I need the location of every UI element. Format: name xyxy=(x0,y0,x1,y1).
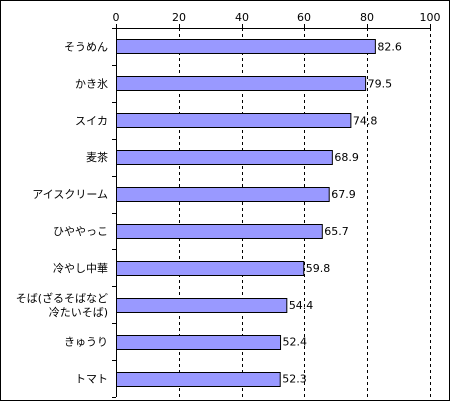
bar xyxy=(116,261,305,276)
data-label: 79.5 xyxy=(368,77,393,90)
data-label: 52.4 xyxy=(283,336,308,349)
x-tick-label: 0 xyxy=(113,11,120,24)
category-label: 冷たいそば) xyxy=(49,306,108,319)
bar xyxy=(116,187,330,202)
bar xyxy=(116,298,288,313)
x-tick-label: 60 xyxy=(297,11,311,24)
x-tick-label: 20 xyxy=(172,11,186,24)
x-tick-label: 80 xyxy=(360,11,374,24)
bar xyxy=(116,224,323,239)
data-label: 68.9 xyxy=(334,151,359,164)
labels: 0 20 40 60 80 100 82.6 そうめん 79.5 かき氷 74.8 スイカ 68.9 麦茶… xyxy=(16,11,441,386)
data-label: 59.8 xyxy=(306,262,331,275)
bar xyxy=(116,372,281,387)
bar xyxy=(116,39,376,54)
bar xyxy=(116,150,333,165)
category-label: きゅうり xyxy=(64,336,108,349)
category-label: アイスクリーム xyxy=(32,188,108,201)
category-label: かき氷 xyxy=(75,77,108,90)
data-label: 52.3 xyxy=(282,373,307,386)
bars xyxy=(116,39,376,387)
category-label: 冷やし中華 xyxy=(53,262,108,275)
x-tick-label: 40 xyxy=(235,11,249,24)
data-label: 65.7 xyxy=(324,225,349,238)
category-label: 麦茶 xyxy=(86,151,108,164)
bar xyxy=(116,76,367,91)
data-label: 67.9 xyxy=(331,188,356,201)
bar xyxy=(116,113,352,128)
bar xyxy=(116,335,282,350)
data-label: 82.6 xyxy=(377,40,402,53)
category-label: そうめん xyxy=(64,40,108,53)
category-label: そば(ざるそばなど xyxy=(16,291,108,305)
category-label: ひややっこ xyxy=(53,225,108,238)
data-label: 54.4 xyxy=(289,299,314,312)
category-label: トマト xyxy=(75,373,108,386)
data-label: 74.8 xyxy=(353,114,378,127)
x-tick-label: 100 xyxy=(420,11,441,24)
category-label: スイカ xyxy=(75,114,108,127)
